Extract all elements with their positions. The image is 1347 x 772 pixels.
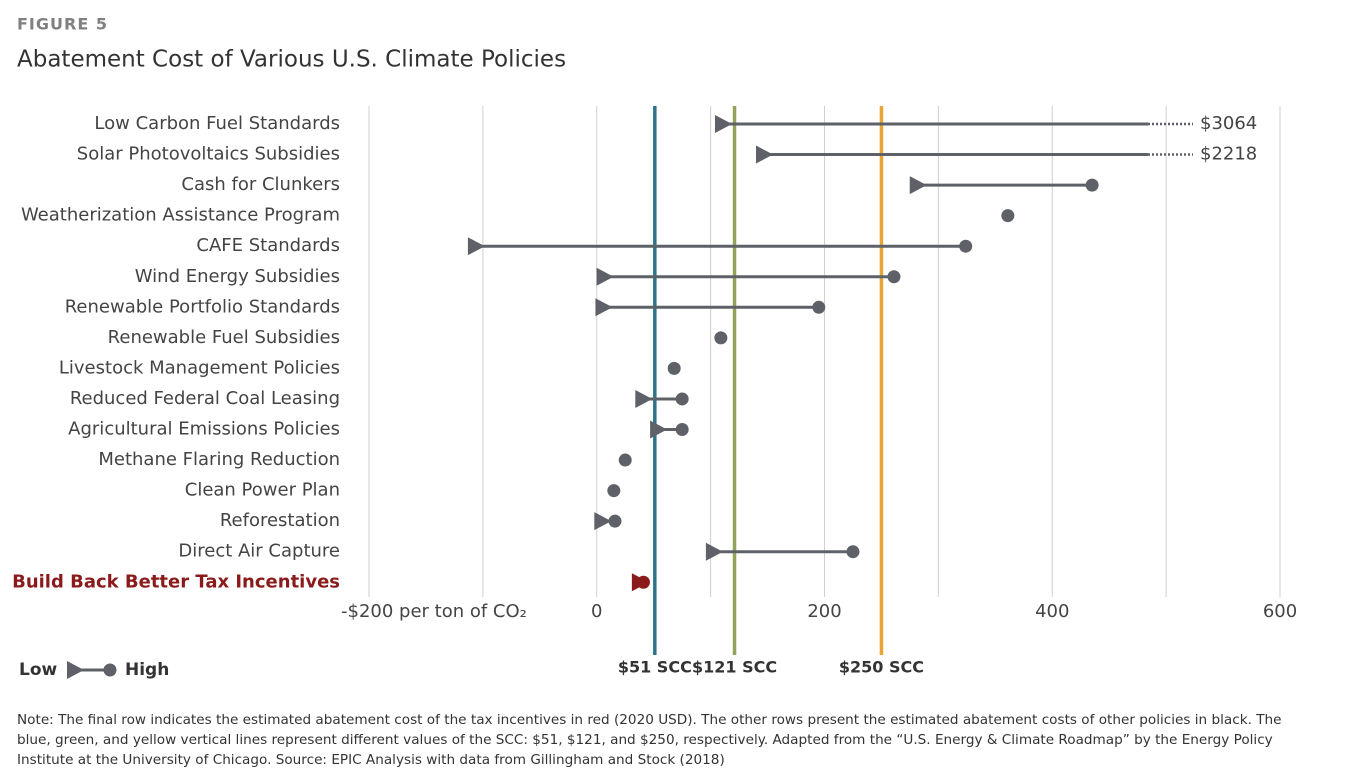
category-label: Agricultural Emissions Policies: [68, 419, 340, 440]
category-label: Solar Photovoltaics Subsidies: [77, 144, 340, 165]
x-tick-label: 600: [1263, 601, 1297, 622]
chart-title: Abatement Cost of Various U.S. Climate P…: [17, 47, 566, 73]
high-marker: [675, 423, 689, 436]
reference-label: $250 SCC: [839, 658, 924, 677]
high-marker: [959, 239, 973, 253]
high-marker: [675, 392, 689, 406]
high-marker: [608, 514, 622, 528]
legend-label: High: [125, 660, 169, 680]
high-marker: [607, 484, 621, 498]
category-label: CAFE Standards: [196, 235, 340, 256]
category-label: Reduced Federal Coal Leasing: [70, 388, 340, 409]
low-marker: [595, 298, 613, 317]
category-label: Renewable Portfolio Standards: [65, 296, 340, 317]
low-marker: [594, 512, 612, 531]
reference-label: $121 SCC: [692, 658, 777, 677]
category-label: Wind Energy Subsidies: [135, 266, 340, 287]
figure-label: FIGURE 5: [17, 15, 108, 34]
legend-low-marker: [67, 661, 84, 679]
high-marker: [667, 361, 681, 375]
chart: FIGURE 5 Abatement Cost of Various U.S. …: [12, 15, 1297, 681]
legend-label: Low: [19, 660, 58, 680]
category-label: Direct Air Capture: [178, 541, 340, 562]
x-tick-label: 0: [591, 601, 602, 622]
high-marker: [1001, 209, 1015, 223]
low-marker: [596, 267, 614, 286]
high-marker: [618, 453, 632, 467]
low-marker: [635, 389, 653, 408]
category-label: Livestock Management Policies: [59, 357, 340, 378]
category-label: Build Back Better Tax Incentives: [12, 571, 340, 592]
low-marker: [650, 420, 668, 439]
x-tick-label: 400: [1035, 601, 1069, 622]
category-label: Low Carbon Fuel Standards: [94, 113, 340, 134]
category-label: Renewable Fuel Subsidies: [108, 327, 340, 348]
low-marker: [631, 573, 649, 592]
low-marker: [756, 145, 774, 164]
value-label: $3064: [1200, 113, 1257, 134]
low-marker: [909, 176, 927, 195]
note: Note: The final row indicates the estima…: [17, 712, 1282, 768]
category-label: Clean Power Plan: [185, 480, 340, 501]
x-tick-label: -$200 per ton of CO₂: [341, 601, 527, 622]
low-marker: [705, 542, 723, 561]
x-tick-label: 200: [807, 601, 841, 622]
legend-high-marker: [103, 663, 117, 677]
low-marker: [467, 237, 485, 256]
category-label: Reforestation: [220, 510, 340, 531]
category-label: Weatherization Assistance Program: [21, 205, 340, 226]
high-marker: [887, 270, 901, 284]
reference-label: $51 SCC: [618, 658, 692, 677]
category-label: Methane Flaring Reduction: [98, 449, 340, 470]
high-marker: [846, 545, 860, 559]
category-label: Cash for Clunkers: [181, 174, 340, 195]
low-marker: [715, 115, 733, 133]
high-marker: [714, 331, 728, 345]
value-label: $2218: [1200, 144, 1257, 165]
high-marker: [1085, 178, 1099, 192]
high-marker: [812, 300, 826, 314]
